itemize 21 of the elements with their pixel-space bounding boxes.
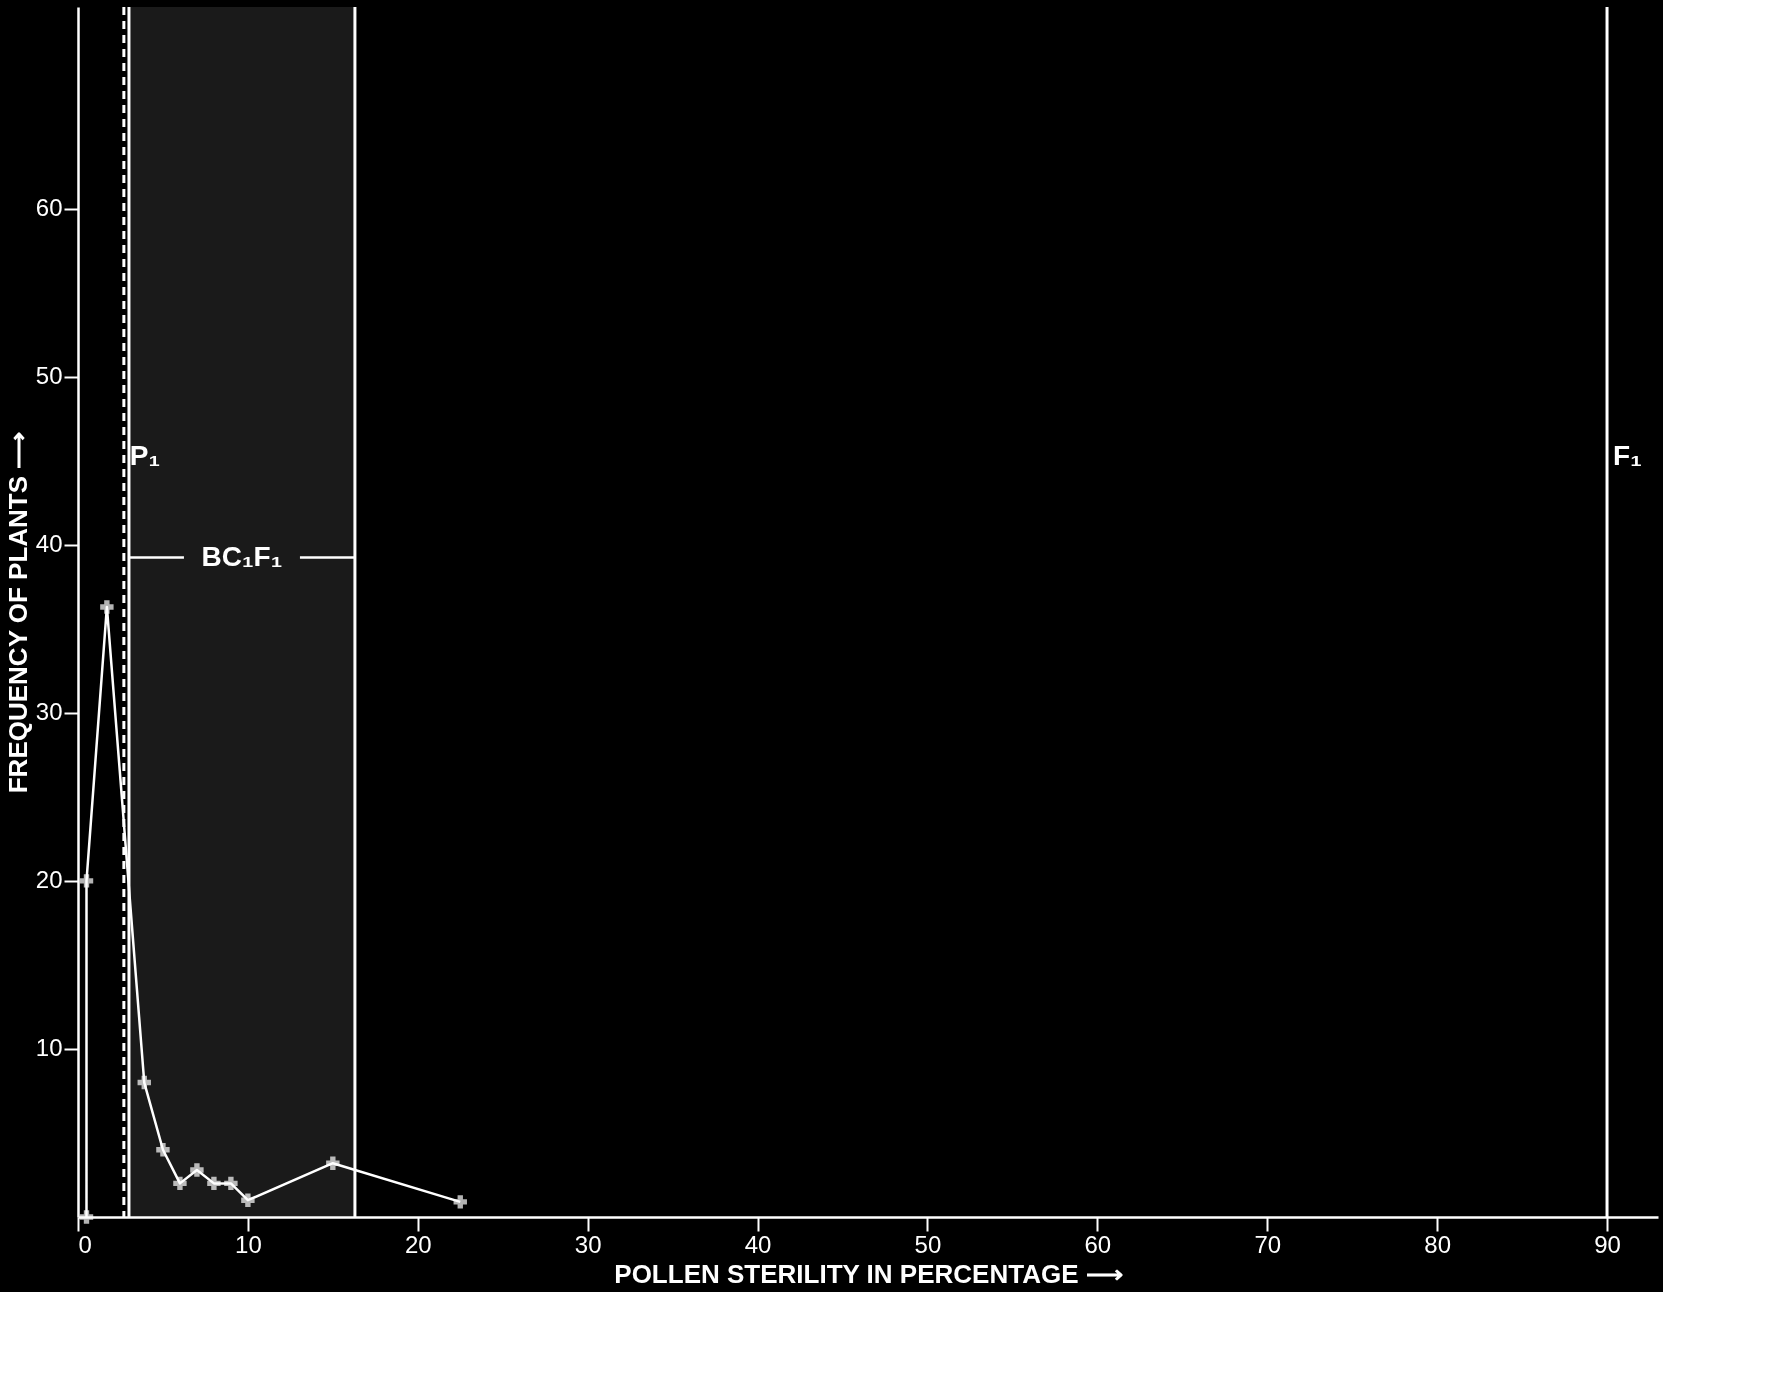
x-axis-title: POLLEN STERILITY IN PERCENTAGE ⟶ bbox=[614, 1258, 1123, 1289]
ref-line-label: P₁ bbox=[129, 439, 161, 471]
y-tick-label: 20 bbox=[35, 866, 63, 894]
x-tick-label: 30 bbox=[574, 1230, 602, 1258]
x-tick-label: 70 bbox=[1254, 1230, 1282, 1258]
band-label: BC₁F₁ bbox=[201, 540, 283, 572]
y-axis-title: FREQUENCY OF PLANTS ⟶ bbox=[2, 431, 33, 794]
x-tick-label: 20 bbox=[404, 1230, 432, 1258]
x-tick-label: 10 bbox=[235, 1230, 262, 1258]
x-tick-label: 50 bbox=[914, 1230, 942, 1258]
y-tick-label: 10 bbox=[35, 1034, 63, 1062]
y-tick-label: 50 bbox=[35, 362, 63, 390]
y-tick-label: 30 bbox=[35, 698, 63, 726]
x-tick-label: 40 bbox=[744, 1230, 772, 1258]
ref-line-label: F₁ bbox=[1613, 439, 1642, 471]
x-tick-label: 80 bbox=[1424, 1230, 1451, 1258]
y-tick-label: 60 bbox=[35, 194, 63, 222]
x-tick-label: 60 bbox=[1084, 1230, 1112, 1258]
y-tick-label: 40 bbox=[35, 530, 63, 558]
x-tick-label: 0 bbox=[78, 1230, 92, 1258]
x-tick-label: 90 bbox=[1594, 1230, 1621, 1258]
